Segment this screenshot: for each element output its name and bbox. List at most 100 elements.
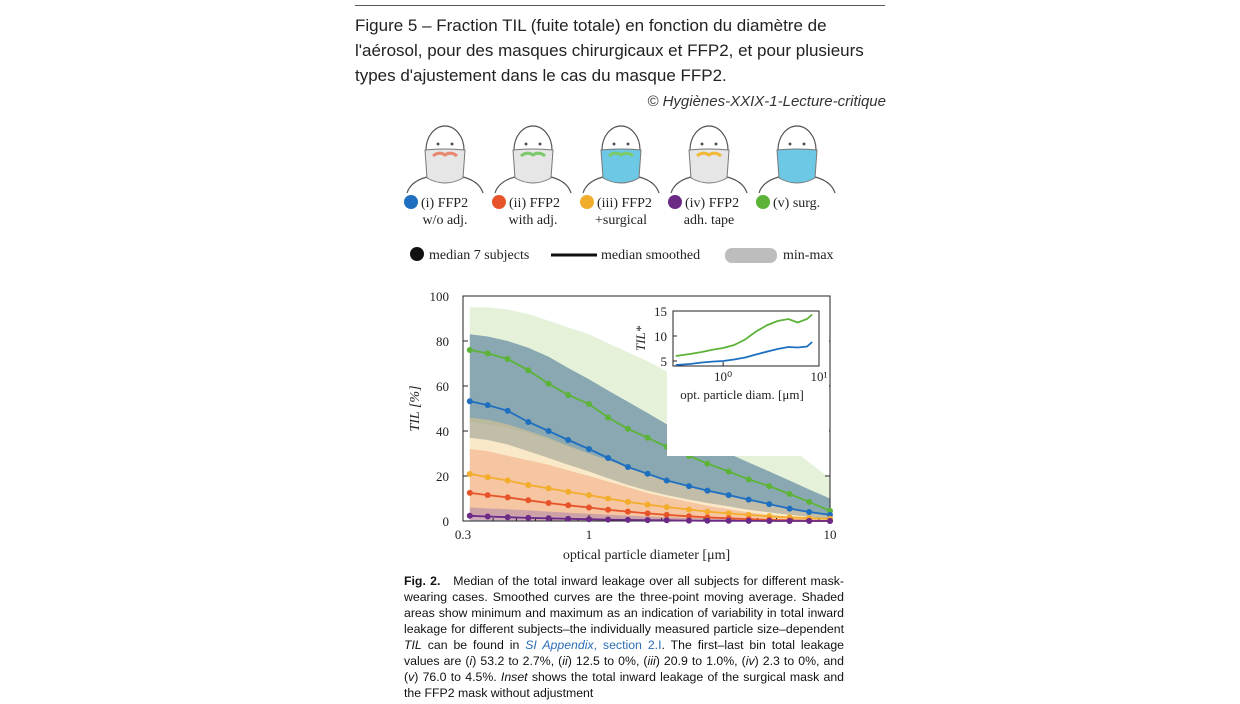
- caption-text-9: shows the total inward leakage of the su…: [404, 670, 844, 700]
- main-chart: 0 20 40 60 80 100 0.3 1 10 optical particle diame…: [408, 289, 837, 563]
- caption-label: Fig. 2.: [404, 574, 441, 588]
- caption-text-6: ) 20.9 to 1.0%, (: [655, 654, 746, 668]
- data-point: [484, 402, 491, 409]
- eye-icon: [700, 142, 704, 146]
- data-point: [704, 487, 711, 494]
- data-point: [484, 350, 491, 357]
- nose-clip-icon: [520, 151, 546, 158]
- inset-background: [667, 305, 829, 456]
- y-tick-label: 40: [436, 424, 449, 439]
- mask-label-line1: (i) FFP2: [421, 196, 468, 211]
- header-rule: [355, 5, 885, 6]
- data-point: [766, 501, 773, 508]
- data-point: [466, 489, 473, 496]
- data-point: [504, 514, 511, 521]
- y-tick-label: 60: [436, 379, 449, 394]
- data-point: [806, 509, 813, 515]
- inset-series-line: [675, 313, 813, 357]
- data-point: [663, 504, 670, 511]
- mask-legend: (i) FFP2 w/o adj. (ii) FFP2 with adj. (iii) …: [404, 125, 836, 228]
- data-point: [586, 492, 592, 499]
- data-point: [745, 511, 752, 518]
- minmax-band: [469, 417, 830, 521]
- data-point: [586, 401, 592, 407]
- y-tick-label: 100: [430, 289, 450, 304]
- figure-panel: (i) FFP2 w/o adj. (ii) FFP2 with adj. (iii) …: [404, 125, 837, 563]
- data-point: [745, 476, 752, 483]
- eye-icon: [714, 142, 718, 146]
- data-point: [565, 488, 572, 495]
- data-point: [644, 434, 651, 441]
- data-point: [624, 464, 631, 470]
- data-point: [525, 497, 532, 504]
- minmax-band: [469, 307, 830, 515]
- eye-icon: [802, 142, 806, 146]
- caption-text-1: Median of the total inward leakage over …: [404, 574, 844, 636]
- minmax-band: [469, 334, 830, 519]
- data-point: [565, 392, 572, 398]
- nose-clip-icon: [432, 151, 458, 158]
- eye-icon: [538, 142, 542, 146]
- data-point: [644, 470, 651, 477]
- data-point: [725, 492, 732, 499]
- data-point: [586, 504, 592, 511]
- caption-text-3: . The first–last bin total leakage value…: [404, 638, 844, 668]
- data-point: [565, 437, 572, 443]
- data-point: [545, 515, 552, 522]
- data-point: [725, 517, 732, 524]
- data-point: [586, 516, 592, 523]
- mask-label-line2: w/o adj.: [422, 213, 467, 228]
- data-point: [525, 514, 532, 521]
- data-point: [686, 513, 692, 520]
- y-tick-label: 0: [443, 514, 450, 529]
- eye-icon: [436, 142, 440, 146]
- series-color-dot: [668, 195, 682, 209]
- data-point: [586, 446, 592, 452]
- copyright-note: © Hygiènes-XXIX-1-Lecture-critique: [647, 93, 886, 110]
- data-point: [624, 516, 631, 523]
- data-point: [766, 483, 773, 490]
- mask-icon: [688, 148, 730, 184]
- eye-icon: [450, 142, 454, 146]
- mask-label-line1: (v) surg.: [773, 196, 820, 211]
- data-point: [565, 515, 572, 522]
- legend-minmax-label: min-max: [783, 248, 834, 263]
- series-color-dot: [492, 195, 506, 209]
- minmax-band: [469, 507, 830, 521]
- data-point: [466, 512, 473, 519]
- data-point: [504, 407, 511, 414]
- data-point: [644, 517, 651, 524]
- data-point: [466, 347, 473, 353]
- data-point: [827, 518, 833, 524]
- mask-label-line1: (ii) FFP2: [509, 196, 560, 211]
- x-tick-label: 10: [824, 527, 837, 542]
- data-point: [525, 482, 532, 488]
- legend-median-label: median 7 subjects: [429, 248, 529, 263]
- caption-text-8: ) 76.0 to 4.5%.: [414, 670, 501, 684]
- eye-icon: [788, 142, 792, 146]
- nose-clip-icon: [608, 151, 634, 158]
- data-point: [504, 494, 511, 501]
- data-point: [525, 419, 532, 425]
- y-tick-label: 80: [436, 334, 449, 349]
- mask-icon: [776, 148, 818, 184]
- inset-y-axis-label: TIL*: [633, 325, 648, 351]
- caption-v: v: [408, 670, 415, 684]
- y-axis-label: TIL [%]: [408, 385, 423, 431]
- figure-caption: Fig. 2. Median of the total inward leaka…: [404, 573, 844, 701]
- si-appendix-link[interactable]: SI Appendix, section 2.I: [525, 638, 662, 652]
- figure-title: Figure 5 – Fraction TIL (fuite totale) e…: [355, 16, 864, 85]
- data-point: [663, 511, 670, 518]
- mask-icon: [424, 148, 466, 184]
- data-point: [663, 517, 670, 524]
- median-marker-icon: [410, 247, 424, 261]
- caption-inset: Inset: [500, 670, 528, 684]
- x-tick-label: 1: [586, 527, 593, 542]
- data-point: [704, 460, 711, 467]
- data-point: [605, 414, 612, 421]
- data-point: [605, 516, 612, 523]
- eye-icon: [626, 142, 630, 146]
- data-point: [466, 398, 473, 405]
- caption-iii: iii: [647, 654, 656, 668]
- mask-figure-3: (iii) FFP2 +surgical: [580, 125, 660, 228]
